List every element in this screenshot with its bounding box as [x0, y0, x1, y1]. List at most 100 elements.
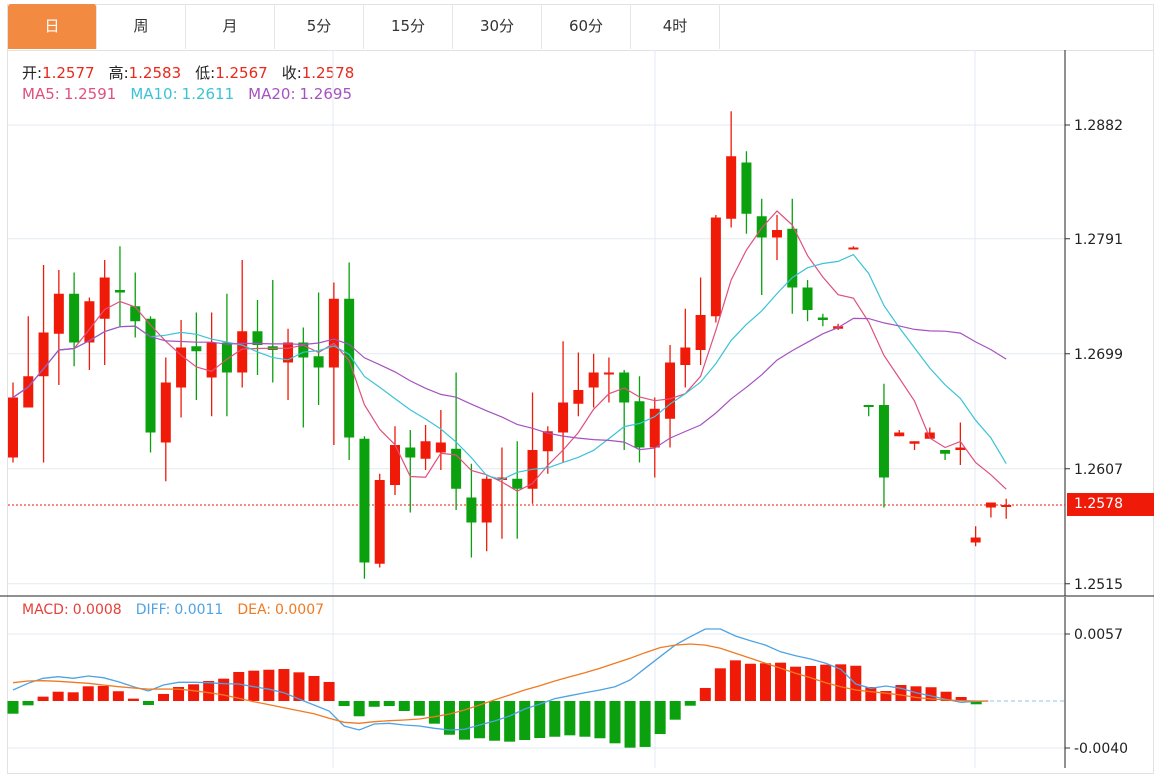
- candle[interactable]: [191, 312, 202, 401]
- candle[interactable]: [817, 313, 828, 327]
- candle[interactable]: [940, 450, 951, 460]
- candle[interactable]: [298, 327, 309, 428]
- candle[interactable]: [283, 328, 294, 400]
- candle[interactable]: [145, 316, 156, 453]
- candle[interactable]: [328, 282, 339, 446]
- macd-bar: [684, 701, 696, 706]
- macd-bar: [52, 691, 64, 701]
- candle[interactable]: [130, 272, 141, 338]
- tab-5[interactable]: 30分: [453, 4, 542, 49]
- candle[interactable]: [695, 277, 706, 366]
- candle[interactable]: [772, 215, 782, 260]
- candlestick-chart[interactable]: 1.2882 1.2791 1.2699 1.2607 1.2515: [0, 50, 1170, 597]
- candle[interactable]: [451, 372, 462, 511]
- y-tick-label: 1.2515: [1074, 577, 1123, 593]
- macd-bar: [428, 701, 440, 724]
- candle[interactable]: [680, 308, 691, 388]
- candle[interactable]: [985, 502, 996, 518]
- candle[interactable]: [160, 357, 171, 482]
- tab-3[interactable]: 5分: [275, 4, 364, 49]
- macd-chart[interactable]: 0.0057 -0.0040: [0, 597, 1170, 768]
- candle-body: [221, 342, 232, 373]
- candle[interactable]: [619, 370, 630, 450]
- candle[interactable]: [390, 426, 400, 495]
- candle[interactable]: [909, 441, 920, 450]
- candle[interactable]: [359, 436, 370, 579]
- macd_legend-label: MACD:: [22, 602, 69, 618]
- candle[interactable]: [481, 476, 492, 552]
- candle-body: [787, 228, 798, 288]
- candle[interactable]: [405, 430, 416, 513]
- tab-1[interactable]: 周: [97, 4, 186, 49]
- candle[interactable]: [512, 441, 523, 539]
- ma_legend-item: MA10: 1.2611: [130, 85, 234, 103]
- candle-body: [252, 331, 263, 345]
- tab-4[interactable]: 15分: [364, 4, 453, 49]
- candle[interactable]: [267, 280, 278, 383]
- candle[interactable]: [53, 270, 64, 385]
- candle[interactable]: [756, 198, 767, 295]
- y-tick-label: 0.0057: [1074, 627, 1123, 643]
- candle[interactable]: [69, 272, 80, 367]
- candle[interactable]: [8, 382, 18, 463]
- candle[interactable]: [84, 297, 95, 371]
- candle[interactable]: [894, 430, 905, 437]
- candle[interactable]: [726, 111, 737, 228]
- ohlc-item: 高:1.2583: [109, 64, 182, 82]
- candle[interactable]: [496, 447, 507, 539]
- candle[interactable]: [114, 246, 125, 328]
- candle[interactable]: [955, 422, 966, 466]
- candle[interactable]: [374, 473, 385, 568]
- candle-body: [1001, 505, 1012, 507]
- candle[interactable]: [787, 198, 798, 314]
- candle-body: [756, 216, 767, 238]
- candle[interactable]: [634, 376, 645, 463]
- macd-bar: [744, 663, 756, 701]
- candle[interactable]: [237, 260, 248, 388]
- macd-bar: [624, 701, 636, 748]
- candle[interactable]: [23, 316, 34, 408]
- candle[interactable]: [176, 320, 187, 418]
- macd-bar: [534, 701, 546, 739]
- candle[interactable]: [99, 260, 110, 365]
- candle[interactable]: [420, 425, 431, 470]
- candle[interactable]: [970, 526, 981, 547]
- candle[interactable]: [863, 405, 874, 417]
- diff-line: [12, 628, 989, 731]
- macd-bar: [925, 687, 937, 701]
- candle[interactable]: [252, 300, 263, 375]
- tab-0[interactable]: 日: [8, 4, 97, 49]
- candle[interactable]: [1001, 498, 1012, 519]
- candle[interactable]: [741, 151, 752, 234]
- candle-body: [53, 293, 64, 334]
- candle[interactable]: [435, 410, 446, 470]
- candle[interactable]: [206, 312, 217, 417]
- candle[interactable]: [38, 265, 49, 463]
- candle[interactable]: [588, 353, 599, 408]
- macd-bar: [323, 681, 335, 701]
- candle[interactable]: [665, 345, 676, 448]
- candle[interactable]: [848, 246, 859, 250]
- candle[interactable]: [466, 463, 477, 558]
- macd-legend: MACD: 0.0008 DIFF: 0.0011 DEA: 0.0007: [22, 602, 338, 618]
- candle[interactable]: [527, 392, 538, 504]
- candle[interactable]: [221, 293, 232, 417]
- candle-body: [894, 432, 905, 437]
- candle[interactable]: [802, 280, 813, 322]
- tab-2[interactable]: 月: [186, 4, 275, 49]
- candle[interactable]: [313, 292, 324, 406]
- candle-body: [344, 298, 355, 438]
- macd-bar: [398, 701, 410, 711]
- macd-bar: [338, 701, 350, 707]
- candle[interactable]: [603, 357, 614, 403]
- candle[interactable]: [558, 341, 569, 463]
- macd_legend-item: DIFF: 0.0011: [136, 602, 224, 618]
- candle[interactable]: [878, 383, 889, 508]
- macd-bar: [955, 697, 967, 701]
- candle[interactable]: [573, 352, 584, 417]
- tab-7[interactable]: 4时: [631, 4, 720, 49]
- tab-6[interactable]: 60分: [542, 4, 631, 49]
- candle[interactable]: [649, 397, 660, 478]
- candle[interactable]: [710, 215, 721, 323]
- candle-body: [680, 347, 691, 365]
